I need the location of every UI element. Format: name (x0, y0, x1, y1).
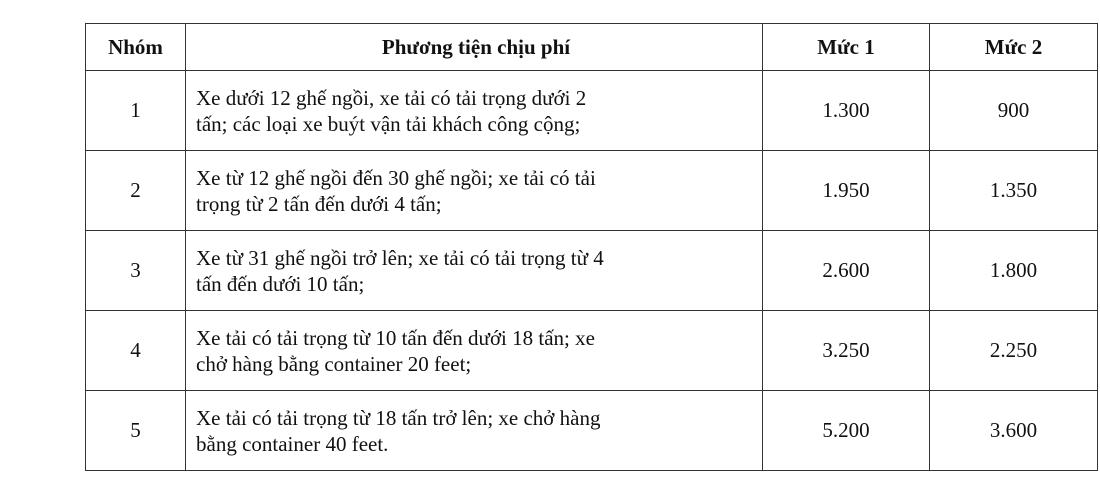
level-1-cell: 3.250 (762, 310, 930, 391)
vehicle-cell: Xe từ 12 ghế ngồi đến 30 ghế ngồi; xe tả… (185, 150, 763, 231)
vehicle-line: Xe tải có tải trọng từ 10 tấn đến dưới 1… (196, 325, 595, 350)
header-level-1: Mức 1 (762, 23, 930, 71)
level-1-cell: 1.300 (762, 70, 930, 151)
level-1-cell: 5.200 (762, 390, 930, 471)
table-row: 2 Xe từ 12 ghế ngồi đến 30 ghế ngồi; xe … (85, 150, 1098, 231)
header-vehicle: Phương tiện chịu phí (185, 23, 763, 71)
vehicle-line: tấn; các loại xe buýt vận tải khách công… (196, 111, 581, 136)
vehicle-line: Xe từ 12 ghế ngồi đến 30 ghế ngồi; xe tả… (196, 165, 596, 190)
vehicle-cell: Xe dưới 12 ghế ngồi, xe tải có tải trọng… (185, 70, 763, 151)
group-cell: 5 (85, 390, 186, 471)
vehicle-line: Xe từ 31 ghế ngồi trở lên; xe tải có tải… (196, 245, 604, 270)
header-row: Nhóm Phương tiện chịu phí Mức 1 Mức 2 (85, 23, 1098, 71)
level-2-cell: 2.250 (929, 310, 1098, 391)
level-2-cell: 1.800 (929, 230, 1098, 311)
vehicle-cell: Xe tải có tải trọng từ 18 tấn trở lên; x… (185, 390, 763, 471)
level-2-cell: 1.350 (929, 150, 1098, 231)
table-row: 4 Xe tải có tải trọng từ 10 tấn đến dưới… (85, 310, 1098, 391)
level-1-cell: 1.950 (762, 150, 930, 231)
vehicle-line: bằng container 40 feet. (196, 431, 389, 456)
vehicle-cell: Xe tải có tải trọng từ 10 tấn đến dưới 1… (185, 310, 763, 391)
group-cell: 1 (85, 70, 186, 151)
vehicle-line: tấn đến dưới 10 tấn; (196, 271, 365, 296)
vehicle-line: trọng từ 2 tấn đến dưới 4 tấn; (196, 191, 442, 216)
level-1-cell: 2.600 (762, 230, 930, 311)
group-cell: 2 (85, 150, 186, 231)
vehicle-line: Xe tải có tải trọng từ 18 tấn trở lên; x… (196, 405, 601, 430)
group-cell: 4 (85, 310, 186, 391)
fee-table: Nhóm Phương tiện chịu phí Mức 1 Mức 2 1 … (85, 23, 1098, 471)
level-2-cell: 900 (929, 70, 1098, 151)
table-row: 1 Xe dưới 12 ghế ngồi, xe tải có tải trọ… (85, 70, 1098, 151)
group-cell: 3 (85, 230, 186, 311)
table-row: 5 Xe tải có tải trọng từ 18 tấn trở lên;… (85, 390, 1098, 471)
vehicle-cell: Xe từ 31 ghế ngồi trở lên; xe tải có tải… (185, 230, 763, 311)
vehicle-line: Xe dưới 12 ghế ngồi, xe tải có tải trọng… (196, 85, 587, 110)
table-row: 3 Xe từ 31 ghế ngồi trở lên; xe tải có t… (85, 230, 1098, 311)
vehicle-line: chở hàng bằng container 20 feet; (196, 351, 472, 376)
header-level-2: Mức 2 (929, 23, 1098, 71)
header-group: Nhóm (85, 23, 186, 71)
level-2-cell: 3.600 (929, 390, 1098, 471)
